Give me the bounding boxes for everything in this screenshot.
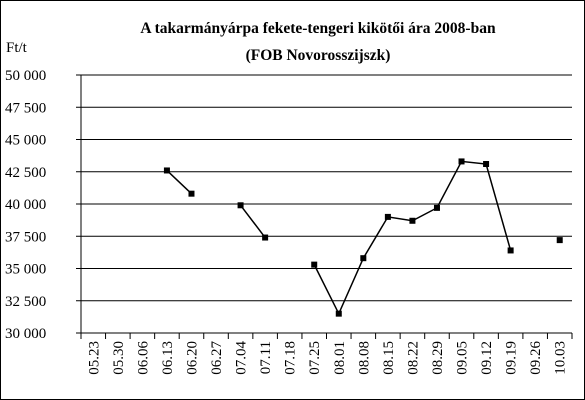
x-tick-label: 09.12 [479,341,495,375]
y-tick-label: 35 000 [5,262,46,278]
x-tick-label: 08.15 [381,341,397,375]
chart-title: A takarmányárpa fekete-tengeri kikötői á… [140,20,496,37]
marker [360,255,367,262]
y-tick-label: 30 000 [5,326,46,342]
marker [335,310,342,317]
x-tick-label: 07.25 [307,341,323,375]
marker [556,237,563,244]
x-tick-label: 05.30 [111,341,127,375]
x-tick-label: 09.26 [528,341,544,375]
marker [458,158,465,165]
y-tick-label: 37 500 [5,229,46,245]
x-tick-label: 08.22 [405,341,421,375]
marker [433,204,440,211]
x-tick-label: 08.08 [356,341,372,375]
x-tick-label: 09.19 [504,341,520,375]
x-tick-label: 10.03 [553,341,569,375]
x-tick-label: 08.01 [332,341,348,375]
y-tick-label: 42 500 [5,165,46,181]
y-tick-label: 32 500 [5,294,46,310]
y-tick-label: 47 500 [5,100,46,116]
marker [507,247,514,254]
marker [311,261,318,268]
marker [262,234,269,241]
marker [483,161,490,168]
marker [163,167,170,174]
x-tick-label: 08.29 [430,341,446,375]
y-tick-label: 40 000 [5,197,46,213]
marker [409,217,416,224]
marker [384,213,391,220]
x-tick-label: 06.06 [135,341,151,375]
x-tick-label: 07.18 [283,341,299,375]
x-tick-label: 06.13 [160,341,176,375]
x-tick-label: 07.11 [258,341,274,374]
y-tick-label: 50 000 [5,68,46,84]
chart-subtitle: (FOB Novorosszijszk) [246,47,391,64]
marker [237,202,244,209]
x-tick-label: 07.04 [234,341,250,375]
x-tick-label: 06.20 [184,341,200,375]
marker [188,190,195,197]
x-tick-label: 05.23 [86,341,102,375]
x-tick-label: 09.05 [455,341,471,375]
x-tick-label: 06.27 [209,341,225,375]
y-axis-label: Ft/t [6,40,28,56]
y-tick-label: 45 000 [5,133,46,149]
